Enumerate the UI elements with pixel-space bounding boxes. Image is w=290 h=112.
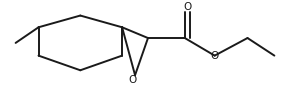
Text: O: O (211, 51, 219, 61)
Text: O: O (183, 2, 191, 12)
Text: O: O (128, 75, 136, 85)
